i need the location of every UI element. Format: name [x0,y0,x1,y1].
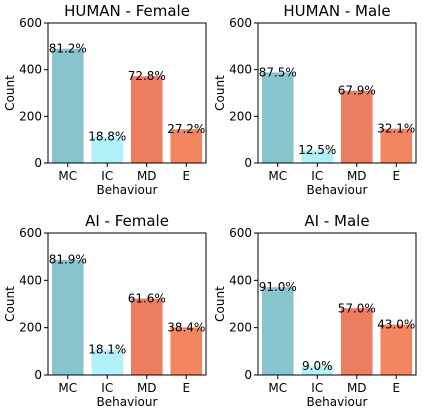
y-axis-label: Count [3,286,17,322]
y-tick-label: 600 [19,16,42,30]
x-axis-label: Behaviour [97,183,158,197]
data-label: 61.6% [128,292,166,306]
x-tick-label: IC [311,169,323,183]
subplot-1: HUMAN - Female 81.2% MC 18.8% IC 72.8% MD 27.2%… [3,2,207,197]
y-tick-label: 200 [229,109,252,123]
y-tick-label: 0 [34,368,42,382]
y-tick-label: 0 [244,156,252,170]
data-label: 87.5% [259,65,297,79]
y-tick-label: 400 [229,273,252,287]
bar-e [170,129,203,163]
data-label: 81.9% [49,253,87,267]
x-tick-label: MD [137,169,157,183]
data-label: 38.4% [167,320,205,334]
x-tick-label: IC [101,169,113,183]
x-axis-label: Behaviour [307,395,368,409]
data-label: 57.0% [338,301,376,315]
subplot-title: AI - Female [85,212,169,230]
x-tick-label: IC [311,381,323,395]
bar-mc [51,48,84,163]
y-tick-label: 200 [229,321,252,335]
data-label: 72.8% [128,69,166,83]
subplot-3: AI - Female 81.9% MC 18.1% IC 61.6% MD 38.4% E 0 2… [3,212,207,409]
x-tick-label: E [182,381,190,395]
y-tick-label: 0 [34,156,42,170]
plot-frame [47,22,207,164]
bar-mc [261,72,294,163]
x-tick-label: MC [268,381,287,395]
y-tick-label: 400 [19,273,42,287]
bar-mc [261,287,294,375]
subplot-4: AI - Male 91.0% MC 9.0% IC 57.0% MD 43.0% E 0 200 4… [213,212,417,409]
bar-ic [91,349,124,375]
data-label: 91.0% [259,280,297,294]
subplot-title: HUMAN - Female [64,2,190,20]
subplot-2: HUMAN - Male 87.5% MC 12.5% IC 67.9% MD 32.1% E 0… [213,2,417,197]
plot-frame [257,22,417,164]
bar-md [130,298,163,375]
y-tick-label: 0 [244,368,252,382]
subplot-title: AI - Male [304,212,369,230]
x-tick-label: E [392,381,400,395]
bar-e [170,327,203,375]
y-tick-label: 200 [19,321,42,335]
x-axis-label: Behaviour [307,183,368,197]
data-label: 32.1% [377,122,415,136]
x-tick-label: MD [347,169,367,183]
data-label: 43.0% [377,318,415,332]
y-tick-label: 600 [229,16,252,30]
data-label: 12.5% [298,143,336,157]
y-axis-label: Count [3,75,17,111]
y-tick-label: 600 [19,226,42,240]
x-axis-label: Behaviour [97,395,158,409]
x-tick-label: MC [58,381,77,395]
data-label: 9.0% [302,359,333,373]
data-label: 67.9% [338,84,376,98]
bar-md [340,90,373,163]
data-label: 18.8% [88,130,126,144]
plot-frame [257,232,417,376]
x-tick-label: MD [137,381,157,395]
data-label: 27.2% [167,122,205,136]
y-tick-label: 200 [19,109,42,123]
bar-md [130,76,163,163]
bar-mc [51,259,84,375]
bar-e [380,128,413,163]
bar-ic [301,150,334,163]
bar-ic [301,366,334,375]
y-tick-label: 400 [19,63,42,77]
plot-frame [47,232,207,376]
y-axis-label: Count [213,286,227,322]
x-tick-label: MD [347,381,367,395]
bar-e [380,324,413,375]
bar-md [340,308,373,375]
x-tick-label: E [182,169,190,183]
y-tick-label: 400 [229,63,252,77]
subplot-title: HUMAN - Male [283,2,390,20]
x-tick-label: E [392,169,400,183]
x-tick-label: MC [268,169,287,183]
y-tick-label: 600 [229,226,252,240]
y-axis-label: Count [213,75,227,111]
x-tick-label: MC [58,169,77,183]
data-label: 81.2% [49,42,87,56]
x-tick-label: IC [101,381,113,395]
data-label: 18.1% [88,343,126,357]
bar-ic [91,136,124,163]
